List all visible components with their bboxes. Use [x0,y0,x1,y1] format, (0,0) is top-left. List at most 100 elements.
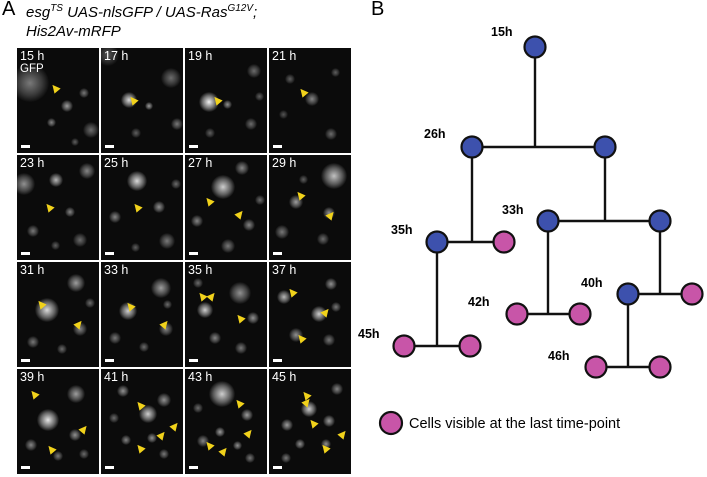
node-42h-right [568,302,592,326]
cell-blob [205,128,215,138]
cell-blob [139,342,149,352]
scale-bar [105,252,114,255]
frame-time-label: 41 h [104,370,129,384]
node-46h-left [584,355,608,379]
cell-blob [295,439,305,449]
genotype-line-2: His2Av-mRFP [26,23,121,40]
scale-bar [273,466,282,469]
node-42h-left [505,302,529,326]
time-lapse-frame: 39 h [17,369,99,474]
cell-blob [221,239,235,253]
lineage-tree: 15h 26h 33h 35h 40h 42h 45h 46h Cells vi… [358,25,704,436]
cell-blob [245,453,255,463]
cell-blob [323,415,335,427]
scale-bar [189,252,198,255]
cell-blob [191,215,203,227]
label-46h: 46h [548,349,570,363]
yellow-arrowhead-icon [307,417,319,429]
cell-blob [101,48,119,66]
node-26h-left [460,135,484,159]
cell-blob [147,433,157,443]
frame-time-label: 19 h [188,49,213,63]
cell-blob [131,243,140,252]
node-33h-left [536,209,560,233]
yellow-arrowhead-icon [28,388,40,400]
cell-blob [117,385,129,397]
label-42h: 42h [468,295,490,309]
cell-blob [209,381,235,407]
cell-blob [121,92,137,108]
cell-blob [159,322,173,336]
cell-blob [109,332,121,344]
cell-blob [233,441,242,450]
cell-blob [321,163,347,189]
scale-bar [273,145,282,148]
cell-blob [37,409,59,431]
scale-bar [21,466,30,469]
label-40h: 40h [581,276,603,290]
cell-blob [255,195,265,205]
cell-blob [211,175,235,199]
genotype-g12v-superscript: G12V [227,3,254,14]
cell-blob [241,409,253,421]
node-45h-left [392,334,416,358]
scale-bar [189,466,198,469]
time-lapse-frame: 23 h [17,155,99,260]
cell-blob [171,118,183,130]
cell-blob [209,332,221,344]
cell-blob [197,435,209,447]
scale-bar [21,145,30,148]
cell-blob [247,64,261,78]
cell-blob [69,429,81,441]
cell-blob [49,173,63,187]
cell-blob [71,138,79,146]
cell-blob [67,274,85,292]
cell-blob [157,393,171,407]
frame-time-label: 43 h [188,370,213,384]
yellow-arrowhead-icon [156,429,168,441]
cell-blob [73,322,87,336]
frame-time-label: 21 h [272,49,297,63]
label-35h: 35h [391,223,413,237]
cell-blob [159,233,175,249]
cell-blob [79,163,95,179]
cell-blob [275,225,289,239]
gfp-channel-label: GFP [20,63,44,75]
frame-time-label: 25 h [104,156,129,170]
node-33h-right [648,209,672,233]
cell-blob [83,122,99,138]
scale-bar [105,466,114,469]
cell-blob [229,282,251,304]
node-15h [523,35,547,59]
cell-blob [51,241,60,250]
cell-blob [119,302,137,320]
cell-blob [25,439,37,451]
time-lapse-frame: 19 h [185,48,267,153]
cell-blob [311,306,327,322]
time-lapse-frame: 37 h [269,262,351,367]
time-lapse-frame: 31 h [17,262,99,367]
cell-blob [321,439,331,449]
frame-time-label: 23 h [20,156,45,170]
cell-blob [79,88,89,98]
legend-text: Cells visible at the last time-point [409,416,620,432]
scale-bar [105,359,114,362]
frame-time-label: 15 h [20,49,45,63]
cell-blob [331,383,343,395]
yellow-arrowhead-icon [206,290,218,302]
yellow-arrowhead-icon [203,195,215,207]
cell-blob [223,100,232,109]
frame-time-label: 39 h [20,370,45,384]
frame-time-label: 35 h [188,263,213,277]
cell-blob [277,290,291,304]
frame-time-label: 37 h [272,263,297,277]
cell-blob [193,278,203,288]
yellow-arrowhead-icon [218,445,230,457]
yellow-arrowhead-icon [169,420,181,432]
time-lapse-frame: 35 h [185,262,267,367]
time-lapse-frame: 29 h [269,155,351,260]
time-lapse-frame: 43 h [185,369,267,474]
cell-blob [85,298,95,308]
yellow-arrowhead-icon [233,397,245,409]
cell-blob [299,175,308,184]
